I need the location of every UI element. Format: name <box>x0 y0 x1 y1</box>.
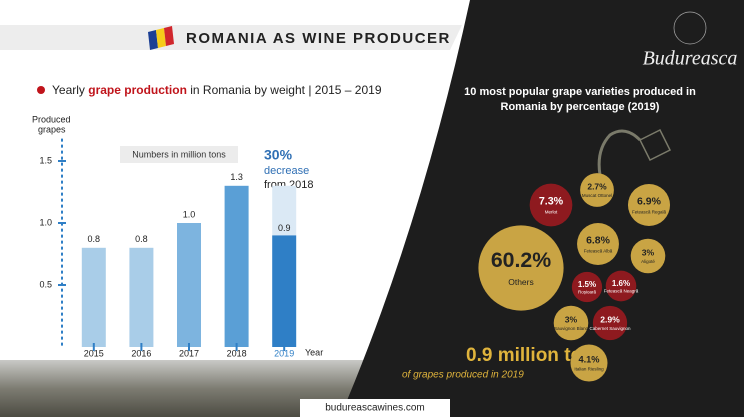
bar <box>272 235 297 347</box>
bubble <box>478 225 564 311</box>
reference-bar <box>272 185 297 236</box>
bubble-label: Merlot <box>545 210 558 215</box>
subtitle-emphasis: grape production <box>88 83 187 97</box>
bubble-value: 1.6% <box>612 279 630 288</box>
y-axis-label: Produced <box>32 114 71 124</box>
bullet <box>37 86 45 94</box>
bubble <box>570 344 608 382</box>
x-axis-label: Year <box>305 347 323 357</box>
bubble-value: 3% <box>642 248 655 258</box>
bubble-value: 60.2% <box>491 248 551 272</box>
value-label: 0.8 <box>135 234 148 244</box>
bubble-label: Cabernet Sauvignon <box>589 326 631 331</box>
footer: budureascawines.com <box>325 403 425 414</box>
x-tick-label: 2016 <box>131 348 151 358</box>
bubble-label: Roșioară <box>578 289 597 294</box>
page-title: ROMANIA AS WINE PRODUCER <box>186 30 451 47</box>
bubble-value: 4.1% <box>578 355 599 365</box>
y-axis-label: grapes <box>38 124 66 134</box>
bubble-label: Sauvignon Blanc <box>554 326 589 331</box>
subtitle-part: Yearly <box>52 83 88 97</box>
bubble <box>553 305 589 341</box>
x-tick-label: 2019 <box>274 348 294 358</box>
bubble-title: Romania by percentage (2019) <box>501 101 660 113</box>
annotation: decrease <box>264 165 309 177</box>
value-label: 1.0 <box>183 209 196 219</box>
annotation-value: 30% <box>264 147 293 163</box>
x-tick-label: 2018 <box>227 348 247 358</box>
bubble-label: Fetească Regală <box>632 210 667 215</box>
subtitle-part: in Romania by weight | 2015 – 2019 <box>187 83 382 97</box>
bubble-value: 2.9% <box>600 315 620 325</box>
bubble-label: Others <box>508 277 534 287</box>
bubble-title: 10 most popular grape varieties produced… <box>464 86 696 98</box>
bubble <box>580 173 614 207</box>
bubble-label: Italian Riesling <box>574 367 604 372</box>
y-tick-label: 1.0 <box>39 217 52 227</box>
bar <box>129 247 154 347</box>
x-tick-label: 2017 <box>179 348 199 358</box>
bubble-value: 3% <box>565 315 578 325</box>
bubble <box>627 183 671 227</box>
bar <box>177 223 201 347</box>
bubble <box>571 271 603 303</box>
chart-subtitle: Yearly grape production in Romania by we… <box>52 83 382 97</box>
bubble <box>592 305 628 341</box>
value-label: 0.8 <box>88 234 101 244</box>
bubble-value: 6.8% <box>586 236 611 247</box>
y-tick-label: 0.5 <box>39 279 52 289</box>
highlight: 0.9 million tons <box>466 345 604 366</box>
bubble <box>577 223 619 265</box>
bubble-value: 7.3% <box>539 196 564 208</box>
flag <box>148 26 174 50</box>
bubble-value: 6.9% <box>637 196 662 208</box>
bar <box>81 247 106 347</box>
footer-box <box>300 399 450 417</box>
header-band <box>0 25 462 50</box>
bubble-value: 1.5% <box>578 280 596 289</box>
bubble <box>630 238 666 274</box>
bubble-label: Aligoté <box>641 259 655 264</box>
bubble-label: Fetească Albă <box>584 249 613 254</box>
highlight-sub: of grapes produced in 2019 <box>402 370 524 381</box>
bubble <box>605 270 637 302</box>
bubble-value: 2.7% <box>587 182 607 192</box>
bubble-label: Fetească Neagră <box>604 289 639 294</box>
x-tick-label: 2015 <box>84 348 104 358</box>
brand-emblem <box>673 11 707 45</box>
value-label: 0.9 <box>278 223 291 233</box>
note-box <box>120 146 238 163</box>
note: Numbers in million tons <box>132 149 226 159</box>
bar <box>224 185 249 347</box>
bubble <box>529 183 573 227</box>
brand: Budureasca <box>643 48 738 70</box>
vine <box>597 128 672 176</box>
value-label: 1.3 <box>230 172 243 182</box>
bubble-label: Muscat Ottonel <box>582 193 612 198</box>
y-tick-label: 1.5 <box>39 155 52 165</box>
